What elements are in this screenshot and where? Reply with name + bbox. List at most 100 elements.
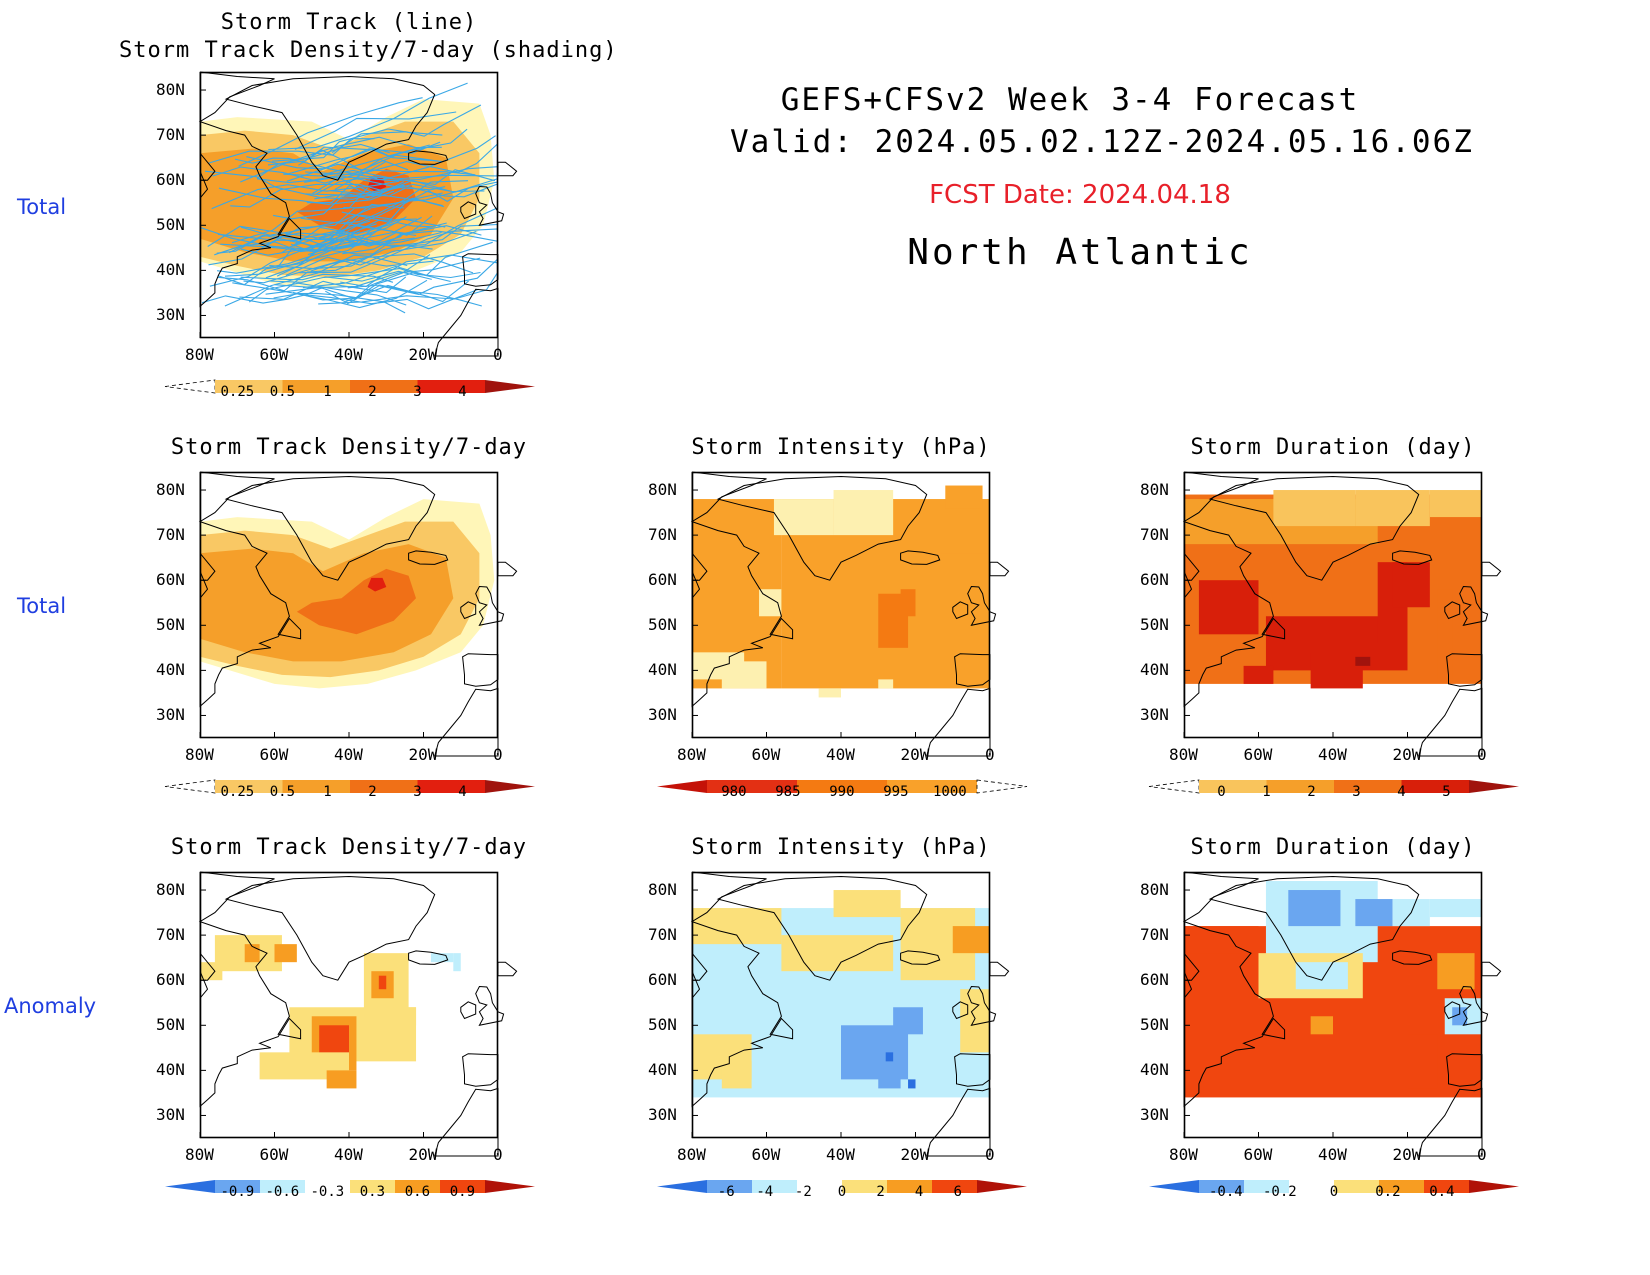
storm-track [231, 187, 368, 244]
landmass-outline [497, 561, 518, 577]
density-contour-fill [296, 568, 416, 635]
grid-cell [1437, 953, 1475, 990]
lat-tick-label: 70N [1140, 525, 1169, 545]
lat-tick-label: 80N [1140, 480, 1169, 500]
colorbar-segment [752, 1180, 797, 1193]
colorbar-segment [1334, 780, 1402, 793]
landmass-outline [926, 1087, 991, 1157]
lat-tick-label: 40N [648, 1060, 677, 1080]
colorbar-segment [887, 780, 977, 793]
landmass-outline [954, 653, 991, 687]
row-label-total-1: Total [17, 195, 67, 219]
grid-cell [200, 962, 223, 981]
lon-tick-label: 40W [1318, 1145, 1347, 1164]
colorbar-segment [350, 780, 418, 793]
p-dens-anom-title: Storm Track Density/7-day [170, 835, 528, 860]
colorbar-segment [1199, 780, 1267, 793]
colorbar-right-extension [485, 780, 535, 793]
colorbar-tick-label: -2 [794, 1184, 812, 1200]
lon-tick-label: 60W [259, 745, 289, 764]
storm-track [290, 197, 445, 252]
landmass-outline [967, 585, 997, 627]
grid-cell [900, 589, 916, 617]
storm-track [298, 149, 443, 172]
lon-tick-label: 80W [185, 745, 214, 764]
lon-tick-label: 0 [1477, 745, 1487, 764]
storm-track [234, 157, 378, 179]
grid-cell [833, 890, 901, 918]
grid-cell [759, 589, 782, 617]
colorbar-right-extension [485, 380, 535, 393]
colorbar-segment [797, 1180, 842, 1193]
colorbar-tick-label: 3 [413, 784, 422, 800]
storm-track [346, 258, 499, 305]
lat-tick-label: 50N [1140, 615, 1169, 635]
storm-track [239, 276, 407, 300]
landmass-outline [952, 601, 969, 620]
grid-cell [1288, 890, 1341, 927]
landmass-outline [224, 475, 436, 581]
colorbar-tick-label: 4 [914, 1184, 924, 1200]
north-america-coast [1182, 871, 1286, 1108]
colorbar-segment [395, 1180, 440, 1193]
storm-track-lines [199, 82, 499, 314]
colorbar-segment [260, 1180, 305, 1193]
p-dur-anom-colorbar [1149, 1180, 1519, 1193]
colorbar-segment [1424, 1180, 1469, 1193]
storm-track [217, 214, 392, 240]
colorbar-tick-label: 0.25 [220, 384, 255, 400]
lat-tick-label: 30N [1140, 1105, 1169, 1125]
storm-track [240, 226, 373, 247]
grid-cell [781, 935, 894, 972]
lat-tick-label: 50N [156, 215, 185, 235]
colorbar-tick-label: 980 [721, 784, 747, 800]
grid-cell [1198, 580, 1259, 635]
grid-cell [818, 688, 841, 698]
colorbar-right-extension [1469, 1180, 1519, 1193]
p-dur-total-map [1182, 471, 1502, 757]
storm-track [201, 287, 323, 304]
lon-tick-label: 40W [1318, 745, 1347, 764]
lon-tick-label: 80W [677, 1145, 706, 1164]
lat-tick-label: 50N [156, 1015, 185, 1035]
colorbar-segment [1401, 780, 1469, 793]
region-name: North Atlantic [907, 232, 1253, 273]
lon-tick-label: 60W [751, 745, 781, 764]
lat-tick-label: 40N [1140, 1060, 1169, 1080]
storm-track [332, 225, 482, 255]
grid-cell [1429, 490, 1482, 518]
landmass-outline [716, 475, 928, 581]
lat-tick-label: 80N [1140, 880, 1169, 900]
lon-tick-label: 80W [1169, 1145, 1198, 1164]
colorbar-tick-label: 0.2 [1375, 1184, 1401, 1200]
grid-cell [721, 1061, 752, 1089]
grid-cell [378, 975, 387, 990]
colorbar-tick-label: -0.6 [265, 1184, 300, 1200]
colorbar-segment [1334, 1180, 1379, 1193]
lat-tick-label: 70N [156, 125, 185, 145]
grid-cell [885, 1052, 894, 1062]
storm-track [232, 279, 428, 309]
grid-cell [908, 1079, 916, 1089]
landmass-outline [460, 201, 477, 220]
colorbar-tick-label: 1 [1262, 784, 1271, 800]
p-dens-anom-colorbar [165, 1180, 535, 1193]
landmass-outline [408, 150, 449, 165]
forecast-title: GEFS+CFSv2 Week 3-4 Forecast [780, 82, 1360, 118]
lon-tick-label: 20W [408, 345, 438, 364]
landmass-outline [716, 875, 928, 981]
lon-tick-label: 0 [493, 745, 503, 764]
colorbar-tick-label: 0 [837, 1184, 847, 1200]
grid-cell [453, 953, 461, 972]
landmass-outline [475, 985, 505, 1027]
storm-track [285, 230, 477, 276]
storm-track [340, 254, 499, 288]
colorbar-tick-label: 0 [1329, 1184, 1339, 1200]
grid-cell [326, 1070, 357, 1089]
storm-track [306, 184, 406, 204]
lat-tick-label: 50N [1140, 1015, 1169, 1035]
landmass-outline [408, 550, 449, 565]
row-label-anomaly: Anomaly [4, 994, 97, 1018]
row-label-total-2: Total [17, 594, 67, 618]
lat-tick-label: 80N [648, 480, 677, 500]
